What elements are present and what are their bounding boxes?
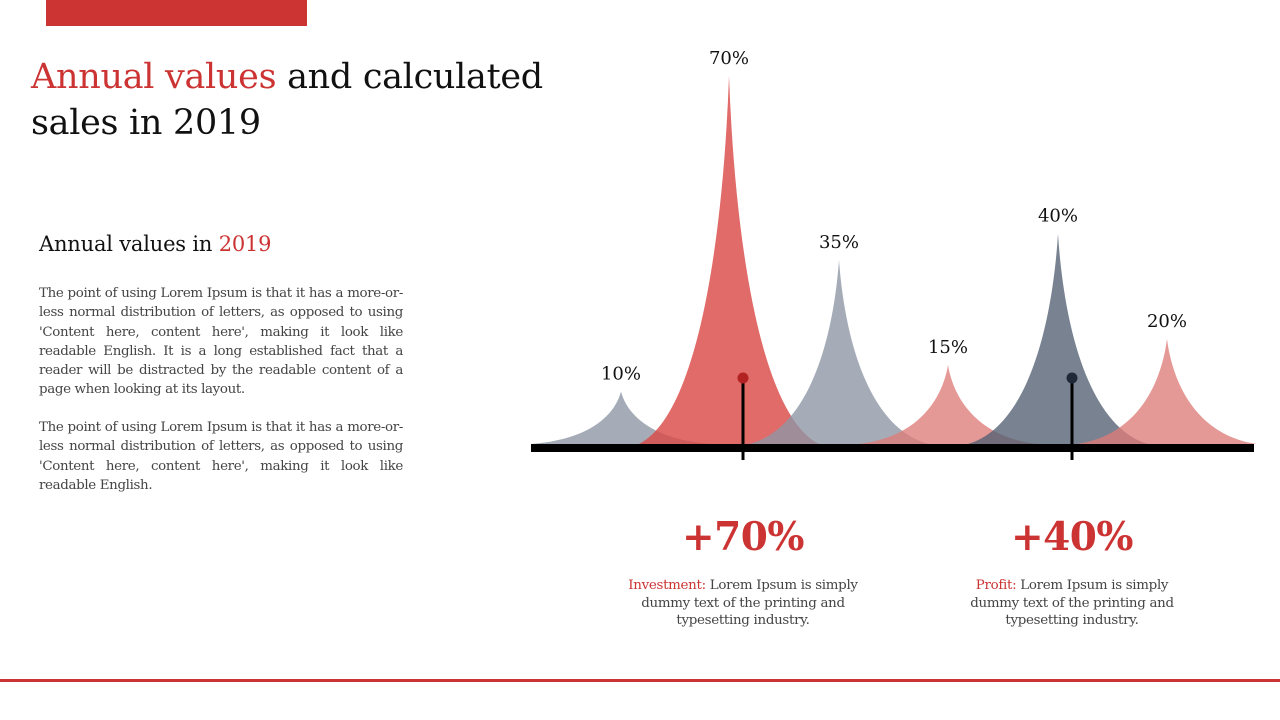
peak-label: 15% xyxy=(928,337,968,358)
investment-label: Investment: xyxy=(628,578,706,593)
peak-20pct xyxy=(1077,338,1257,444)
title-rest: and calculated sales in 2019 xyxy=(31,57,543,143)
annotation-markers xyxy=(737,372,1078,460)
subtitle-prefix: Annual values in xyxy=(39,232,213,256)
peak-series xyxy=(531,76,1257,444)
investment-text: Lorem Ipsum is simply dummy text of the … xyxy=(641,578,858,628)
peak-label: 20% xyxy=(1147,311,1187,332)
peak-label: 10% xyxy=(601,363,641,384)
title-highlight: Annual values xyxy=(31,57,277,97)
peak-70pct xyxy=(639,76,819,444)
body-paragraph-2: The point of using Lorem Ipsum is that i… xyxy=(39,420,403,493)
peak-chart: 10% 70% 35% 15% 40% 20% xyxy=(531,48,1257,460)
page-title: Annual values and calculated sales in 20… xyxy=(31,54,551,146)
top-accent-bar xyxy=(46,0,307,26)
peak-label: 40% xyxy=(1038,206,1078,227)
investment-description: Investment: Lorem Ipsum is simply dummy … xyxy=(628,577,858,630)
profit-value: +40% xyxy=(1010,514,1134,560)
profit-text: Lorem Ipsum is simply dummy text of the … xyxy=(970,578,1174,628)
marker-top-dot xyxy=(1066,372,1078,384)
profit-label: Profit: xyxy=(975,578,1017,593)
section-subtitle: Annual values in 2019 xyxy=(39,232,272,256)
peak-label: 70% xyxy=(709,48,749,69)
chart-baseline xyxy=(531,444,1254,452)
profit-description: Profit: Lorem Ipsum is simply dummy text… xyxy=(957,577,1187,630)
peak-labels: 10% 70% 35% 15% 40% 20% xyxy=(601,48,1187,384)
body-paragraph-1: The point of using Lorem Ipsum is that i… xyxy=(39,286,403,398)
marker-top-dot xyxy=(737,372,749,384)
subtitle-year: 2019 xyxy=(218,232,272,256)
peak-15pct xyxy=(858,365,1038,444)
peak-label: 35% xyxy=(819,232,859,253)
bottom-accent-line xyxy=(0,679,1280,682)
investment-value: +70% xyxy=(681,514,805,560)
peak-10pct xyxy=(531,391,711,444)
peak-35pct xyxy=(749,260,929,444)
peak-40pct xyxy=(968,233,1148,444)
